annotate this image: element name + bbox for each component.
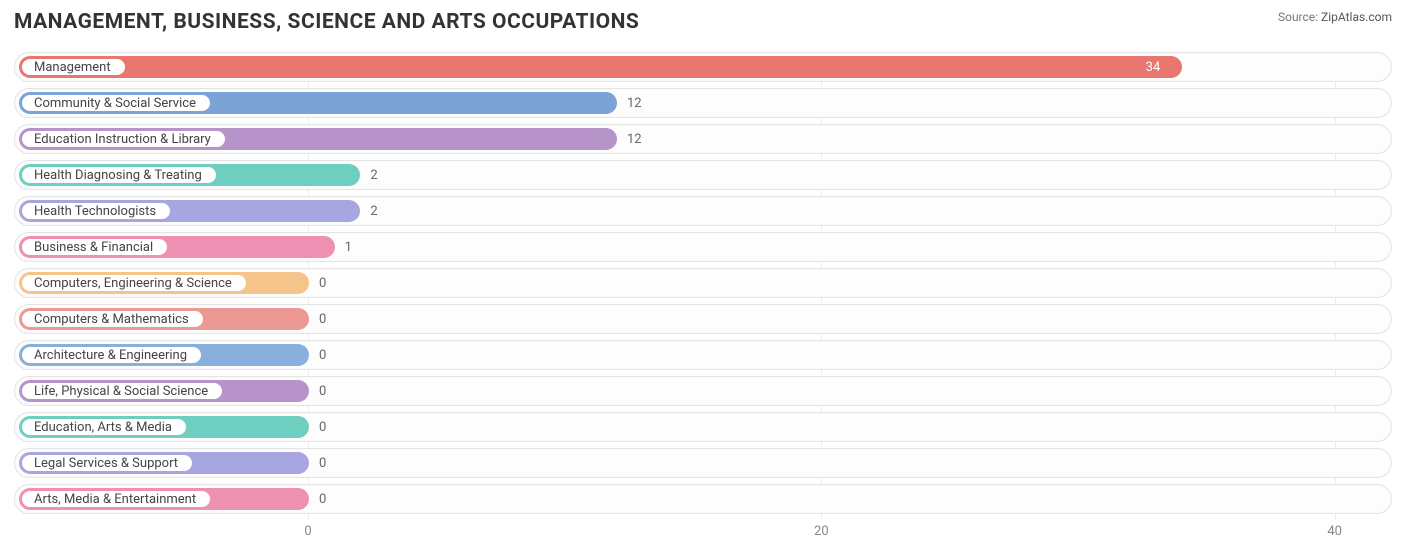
- value-label: 0: [319, 377, 326, 405]
- bar-row: Legal Services & Support 0: [14, 448, 1392, 478]
- bar-row: Education, Arts & Media 0: [14, 412, 1392, 442]
- category-label: Arts, Media & Entertainment: [20, 489, 212, 509]
- category-label: Community & Social Service: [20, 93, 212, 113]
- category-label: Life, Physical & Social Science: [20, 381, 224, 401]
- bar-row: Management 34: [14, 52, 1392, 82]
- bar-row: Health Technologists 2: [14, 196, 1392, 226]
- category-label: Business & Financial: [20, 237, 169, 257]
- x-axis: 0 20 40: [14, 524, 1392, 544]
- chart-rows: Management34Community & Social Service12…: [14, 52, 1392, 514]
- value-label: 2: [370, 197, 377, 225]
- value-label: 0: [319, 485, 326, 513]
- source-label: Source:: [1278, 10, 1318, 24]
- category-label: Education, Arts & Media: [20, 417, 188, 437]
- bar-row: Business & Financial 1: [14, 232, 1392, 262]
- value-label: 1: [345, 233, 352, 261]
- value-label: 12: [627, 89, 642, 117]
- chart-header: MANAGEMENT, BUSINESS, SCIENCE AND ARTS O…: [14, 10, 1392, 34]
- category-label: Education Instruction & Library: [20, 129, 227, 149]
- category-label: Computers & Mathematics: [20, 309, 205, 329]
- bar-row: Architecture & Engineering 0: [14, 340, 1392, 370]
- bar-row: Life, Physical & Social Science 0: [14, 376, 1392, 406]
- value-label: 0: [319, 449, 326, 477]
- bar-row: Education Instruction & Library 12: [14, 124, 1392, 154]
- value-label: 34: [1146, 53, 1161, 81]
- x-tick-label: 0: [304, 524, 311, 539]
- value-label: 0: [319, 341, 326, 369]
- source-attribution: Source: ZipAtlas.com: [1278, 10, 1392, 26]
- category-label: Legal Services & Support: [20, 453, 194, 473]
- bar-row: Computers & Mathematics 0: [14, 304, 1392, 334]
- category-label: Management: [20, 57, 127, 77]
- bar-row: Community & Social Service 12: [14, 88, 1392, 118]
- chart-area: Management34Community & Social Service12…: [14, 52, 1392, 544]
- category-label: Computers, Engineering & Science: [20, 273, 248, 293]
- value-label: 0: [319, 305, 326, 333]
- bar-row: Arts, Media & Entertainment 0: [14, 484, 1392, 514]
- category-label: Health Diagnosing & Treating: [20, 165, 218, 185]
- value-label: 0: [319, 413, 326, 441]
- source-site: ZipAtlas.com: [1321, 10, 1392, 24]
- bar-row: Health Diagnosing & Treating 2: [14, 160, 1392, 190]
- x-tick-label: 40: [1327, 524, 1342, 539]
- bar: [19, 56, 1182, 78]
- x-tick-label: 20: [814, 524, 829, 539]
- value-label: 2: [370, 161, 377, 189]
- value-label: 12: [627, 125, 642, 153]
- chart-title: MANAGEMENT, BUSINESS, SCIENCE AND ARTS O…: [14, 10, 639, 34]
- bar-row: Computers, Engineering & Science 0: [14, 268, 1392, 298]
- category-label: Architecture & Engineering: [20, 345, 203, 365]
- category-label: Health Technologists: [20, 201, 172, 221]
- value-label: 0: [319, 269, 326, 297]
